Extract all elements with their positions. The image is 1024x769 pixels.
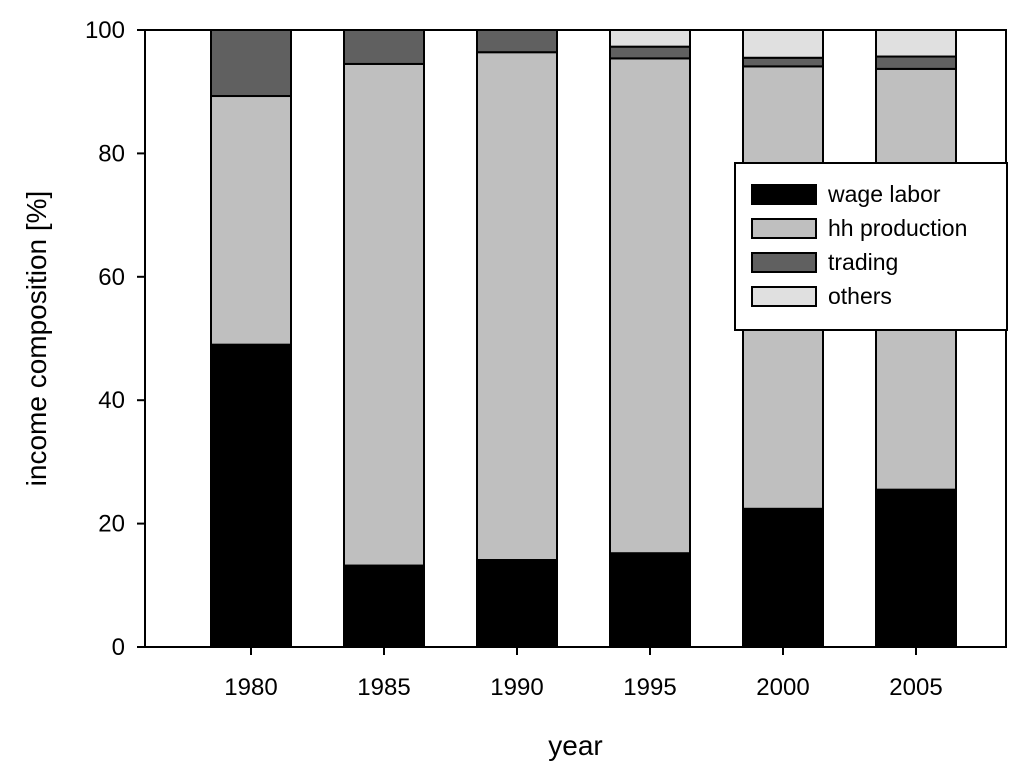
y-tick-label: 100 — [85, 17, 125, 44]
x-tick-label: 1995 — [623, 674, 676, 701]
bar-segment-trading-1985 — [343, 29, 425, 65]
x-tick-label: 1985 — [357, 674, 410, 701]
bar-segment-hh-production-1985 — [343, 62, 425, 567]
y-tick-label: 80 — [98, 140, 125, 167]
bar-segment-wage-labor-1985 — [343, 564, 425, 649]
x-axis-title: year — [548, 730, 602, 761]
bar-segment-trading-1995 — [609, 45, 691, 60]
x-tick-label: 1980 — [224, 674, 277, 701]
y-tick-label: 40 — [98, 387, 125, 414]
bar-segment-others-1995 — [609, 29, 691, 48]
bar-segment-hh-production-1995 — [609, 57, 691, 555]
bar-segment-hh-production-1990 — [476, 51, 558, 562]
bar-segment-trading-1980 — [210, 29, 292, 98]
x-tick-label: 1990 — [490, 674, 543, 701]
bar-segment-wage-labor-1990 — [476, 559, 558, 648]
y-axis-ticks: 0 20 40 60 80 100 — [85, 17, 145, 661]
legend-swatch-others — [751, 286, 817, 307]
bar-segment-wage-labor-2000 — [742, 507, 824, 648]
y-tick-label: 60 — [98, 264, 125, 291]
legend: wage labor hh production trading others — [734, 162, 1008, 331]
y-axis-title: income composition [%] — [21, 191, 52, 487]
bar-segment-trading-2000 — [742, 56, 824, 68]
legend-label-trading: trading — [828, 249, 898, 275]
legend-swatch-wage-labor — [751, 184, 817, 205]
bar-segment-others-2000 — [742, 29, 824, 59]
legend-swatch-trading — [751, 252, 817, 273]
bar-segment-wage-labor-1980 — [210, 343, 292, 648]
bar-segment-wage-labor-1995 — [609, 552, 691, 648]
legend-label-others: others — [828, 283, 892, 309]
bar-segment-others-2005 — [875, 29, 957, 58]
bars-layer — [210, 29, 957, 649]
y-tick-label: 0 — [112, 634, 125, 661]
bar-segment-trading-1990 — [476, 29, 558, 54]
bar-segment-hh-production-1980 — [210, 95, 292, 346]
x-axis-ticks: 1980 1985 1990 1995 2000 2005 — [224, 647, 943, 701]
legend-swatch-hh-production — [751, 218, 817, 239]
legend-label-hh-production: hh production — [828, 215, 967, 241]
plot-frame — [144, 29, 1007, 648]
bar-segment-wage-labor-2005 — [875, 488, 957, 649]
legend-label-wage-labor: wage labor — [827, 181, 941, 207]
x-tick-label: 2005 — [889, 674, 942, 701]
y-tick-label: 20 — [98, 511, 125, 538]
x-tick-label: 2000 — [756, 674, 809, 701]
bar-segment-trading-2005 — [875, 55, 957, 70]
